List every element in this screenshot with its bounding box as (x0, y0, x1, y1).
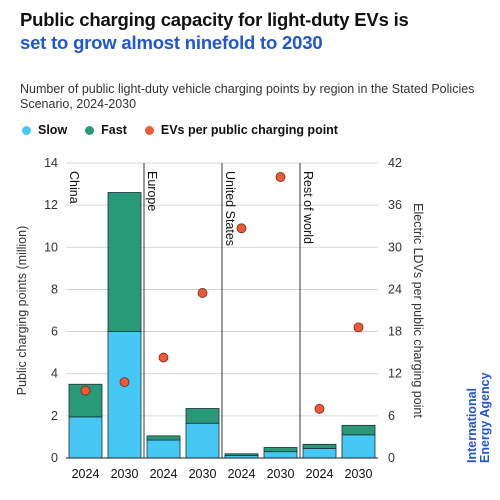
ratio-dot (314, 403, 325, 414)
y2-axis-title: Electric LDVs per public charging point (411, 203, 425, 418)
y-tick-label: 10 (44, 240, 58, 254)
bar-fast (185, 408, 220, 424)
y2-tick-label: 42 (388, 156, 402, 170)
y2-tick-label: 0 (388, 451, 395, 465)
bar-slow (302, 448, 337, 459)
chart-title: Public charging capacity for light-duty … (20, 8, 490, 54)
bar-slow (146, 439, 181, 459)
x-tick-label: 2030 (267, 467, 295, 481)
region-label: Rest of world (301, 171, 315, 244)
legend-label-fast: Fast (101, 123, 127, 137)
bar-slow (185, 422, 220, 459)
region-label: China (67, 171, 81, 204)
bar-fast (263, 447, 298, 453)
legend-swatch-fast (85, 125, 95, 135)
y-tick-label: 8 (51, 282, 58, 296)
bar-slow (68, 416, 103, 459)
ratio-dot (197, 288, 208, 298)
ratio-dot (158, 352, 169, 363)
ratio-dot (236, 223, 247, 234)
legend-item-slow: Slow (22, 123, 67, 137)
bar-fast (341, 424, 376, 436)
x-tick-label: 2030 (111, 467, 139, 481)
y2-tick-label: 6 (388, 409, 395, 423)
y-tick-label: 6 (51, 325, 58, 339)
legend-swatch-slow (22, 125, 31, 135)
y2-tick-label: 24 (388, 282, 402, 296)
x-tick-label: 2030 (189, 467, 217, 481)
bar-fast (68, 383, 103, 418)
bar-fast (107, 192, 142, 332)
x-tick-label: 2024 (72, 467, 100, 481)
y2-tick-label: 36 (388, 198, 402, 212)
ratio-dot (353, 322, 364, 333)
bar-fast (146, 435, 181, 441)
y-tick-label: 12 (44, 198, 58, 212)
x-tick-label: 2024 (150, 467, 178, 481)
title-line-2: set to grow almost ninefold to 2030 (20, 32, 323, 53)
ratio-dot (80, 385, 91, 396)
y-tick-label: 14 (44, 156, 58, 170)
y2-tick-label: 12 (388, 367, 402, 381)
bar-fast (224, 453, 259, 456)
title-line-1: Public charging capacity for light-duty … (20, 9, 409, 30)
region-label: United States (223, 171, 237, 246)
y2-tick-label: 18 (388, 325, 402, 339)
bar-slow (341, 434, 376, 459)
legend-swatch-ratio (144, 125, 154, 135)
region-label: Europe (145, 171, 159, 211)
legend: Slow Fast EVs per public charging point (22, 123, 356, 137)
legend-label-slow: Slow (38, 123, 68, 137)
x-tick-label: 2030 (345, 467, 373, 481)
legend-item-fast: Fast (85, 123, 127, 137)
iea-logo: International Energy Agency (465, 372, 492, 463)
x-tick-label: 2024 (306, 467, 334, 481)
x-tick-label: 2024 (228, 467, 256, 481)
ratio-dot (275, 172, 286, 182)
iea-logo-line-2: Energy Agency (478, 372, 492, 463)
ratio-dot (119, 377, 130, 388)
bar-slow (263, 451, 298, 459)
y-tick-label: 0 (51, 451, 58, 465)
y2-tick-label: 30 (388, 240, 402, 254)
y-axis-title: Public charging points (million) (15, 226, 29, 396)
bar-slow (107, 331, 142, 459)
bar-fast (302, 443, 337, 449)
y-tick-label: 2 (51, 409, 58, 423)
legend-item-ratio: EVs per public charging point (144, 123, 338, 137)
chart-subtitle: Number of public light-duty vehicle char… (20, 82, 475, 111)
legend-label-ratio: EVs per public charging point (160, 123, 338, 137)
y-tick-label: 4 (51, 367, 58, 381)
